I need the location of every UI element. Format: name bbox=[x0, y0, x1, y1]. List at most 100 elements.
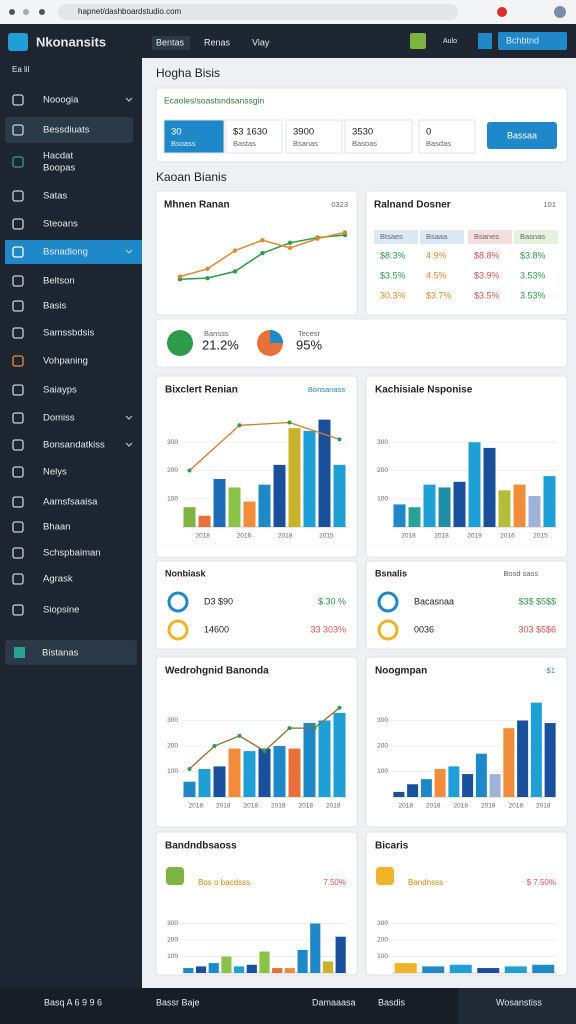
url-field[interactable] bbox=[58, 4, 458, 20]
top-button-label[interactable]: Bchbtnd bbox=[506, 35, 539, 45]
nav-item[interactable]: Aamsfsaaisa bbox=[43, 497, 98, 508]
point bbox=[232, 269, 238, 274]
section-title: Kaoan Bianis bbox=[156, 170, 227, 184]
stat-value: 30 bbox=[171, 127, 182, 138]
nav-item[interactable]: Beltson bbox=[43, 276, 75, 287]
tab[interactable]: Viay bbox=[252, 37, 270, 47]
trend-point bbox=[312, 726, 317, 731]
header: Basnas bbox=[520, 232, 545, 241]
icon[interactable] bbox=[478, 33, 492, 49]
back[interactable] bbox=[9, 9, 15, 15]
bar bbox=[393, 504, 406, 527]
button-label[interactable]: Bassaa bbox=[507, 130, 537, 140]
y-tick-label: 100 bbox=[377, 768, 388, 775]
tab-bg[interactable] bbox=[152, 36, 190, 50]
nav-item[interactable]: Siopsine bbox=[43, 605, 79, 616]
chart-card bbox=[365, 831, 568, 976]
nav-item[interactable]: Basis bbox=[43, 301, 66, 312]
footer-tab[interactable]: Basdis bbox=[378, 997, 406, 1007]
footer-tab[interactable]: Damaaasa bbox=[312, 997, 356, 1007]
bar bbox=[303, 723, 316, 797]
x-tick-label: 2015 bbox=[319, 533, 334, 540]
nav-item[interactable]: Bessdiuats bbox=[43, 125, 90, 136]
chart-card bbox=[155, 831, 358, 976]
stat-tile[interactable] bbox=[418, 119, 476, 154]
row-value: 33 303% bbox=[310, 624, 346, 634]
bar bbox=[318, 419, 331, 527]
header-cell bbox=[514, 230, 558, 244]
icon[interactable] bbox=[410, 33, 426, 49]
x-tick-label: 2018 bbox=[216, 803, 231, 810]
y-tick-label: 200 bbox=[377, 467, 388, 474]
footer-item-bg[interactable] bbox=[5, 640, 137, 665]
point bbox=[177, 274, 183, 279]
footer-item[interactable]: Bistanas bbox=[42, 648, 79, 659]
avatar[interactable] bbox=[554, 6, 566, 18]
x-tick-label: 2018 bbox=[434, 533, 449, 540]
nav-item[interactable]: Bonsandatkiss bbox=[43, 440, 105, 451]
row-icon bbox=[377, 619, 399, 641]
forward[interactable] bbox=[23, 9, 29, 15]
nav-item[interactable]: Bsnadiong bbox=[43, 247, 88, 258]
x-tick-label: 2019 bbox=[467, 533, 482, 540]
x-tick-label: 2018 bbox=[509, 803, 524, 810]
chart-title: Bicaris bbox=[375, 841, 409, 852]
row-name: Bos o bacdsss bbox=[198, 878, 250, 887]
trend-point bbox=[287, 726, 292, 731]
icon bbox=[12, 190, 24, 202]
icon bbox=[12, 300, 24, 312]
stat-label: Bastas bbox=[233, 139, 256, 148]
nav-item[interactable]: Domiss bbox=[43, 413, 75, 424]
point bbox=[205, 275, 210, 281]
nav-item[interactable]: Steoans bbox=[43, 219, 78, 230]
nav-item[interactable]: Satas bbox=[43, 191, 68, 202]
icon bbox=[12, 521, 24, 533]
icon bbox=[12, 156, 24, 168]
nav-item[interactable]: Nooogia bbox=[43, 95, 79, 106]
row-name: Bandnsss bbox=[408, 878, 443, 887]
nav-sub-item[interactable]: Boopas bbox=[43, 163, 75, 174]
nav-item[interactable]: Nelys bbox=[43, 467, 67, 478]
stat-tile[interactable] bbox=[285, 119, 343, 154]
bar bbox=[183, 781, 196, 797]
row-value: $3$ $5$$ bbox=[518, 596, 556, 606]
row-name: Bacasnaa bbox=[414, 596, 454, 606]
tab[interactable]: Bentas bbox=[156, 37, 185, 47]
nav-item[interactable]: Agrask bbox=[43, 574, 73, 585]
footer-left: Basq A 6 9 9 6 bbox=[44, 997, 102, 1007]
footer-right[interactable]: Wosanstiss bbox=[496, 997, 542, 1007]
row-name: 0036 bbox=[414, 624, 434, 634]
stat-tile[interactable] bbox=[163, 119, 225, 154]
row-icon bbox=[376, 867, 394, 885]
bar bbox=[258, 748, 271, 797]
cell: $3.7% bbox=[426, 290, 452, 300]
bottom-right bbox=[458, 988, 576, 1024]
top-button[interactable] bbox=[498, 32, 567, 50]
bar bbox=[284, 968, 295, 973]
bar bbox=[213, 766, 226, 797]
x-tick-label: 2018 bbox=[278, 533, 293, 540]
cell: $8.8% bbox=[474, 250, 500, 260]
bar bbox=[259, 951, 270, 973]
bar bbox=[303, 430, 316, 527]
bar bbox=[408, 507, 421, 527]
nav-item[interactable]: Saiayps bbox=[43, 385, 77, 396]
bar bbox=[273, 464, 286, 527]
nav-item[interactable]: Schspbaiman bbox=[43, 548, 101, 559]
reload[interactable] bbox=[39, 9, 45, 15]
stat-tile[interactable] bbox=[225, 119, 283, 154]
nav-item[interactable]: Bhaan bbox=[43, 522, 70, 533]
nav-item[interactable]: Samssbdsis bbox=[43, 328, 94, 339]
row-icon bbox=[166, 867, 184, 885]
ext[interactable] bbox=[497, 7, 507, 17]
nav-item[interactable]: Hacdat bbox=[43, 151, 73, 162]
nav-item[interactable]: Vohpaning bbox=[43, 356, 88, 367]
x-tick-label: 2018 bbox=[536, 803, 551, 810]
icon-label: Aulo bbox=[443, 38, 457, 45]
tab[interactable]: Renas bbox=[204, 37, 231, 47]
button[interactable] bbox=[487, 122, 557, 149]
stat-tile[interactable] bbox=[344, 119, 413, 154]
badge: 0323 bbox=[331, 200, 348, 209]
y-tick-label: 300 bbox=[167, 439, 178, 446]
